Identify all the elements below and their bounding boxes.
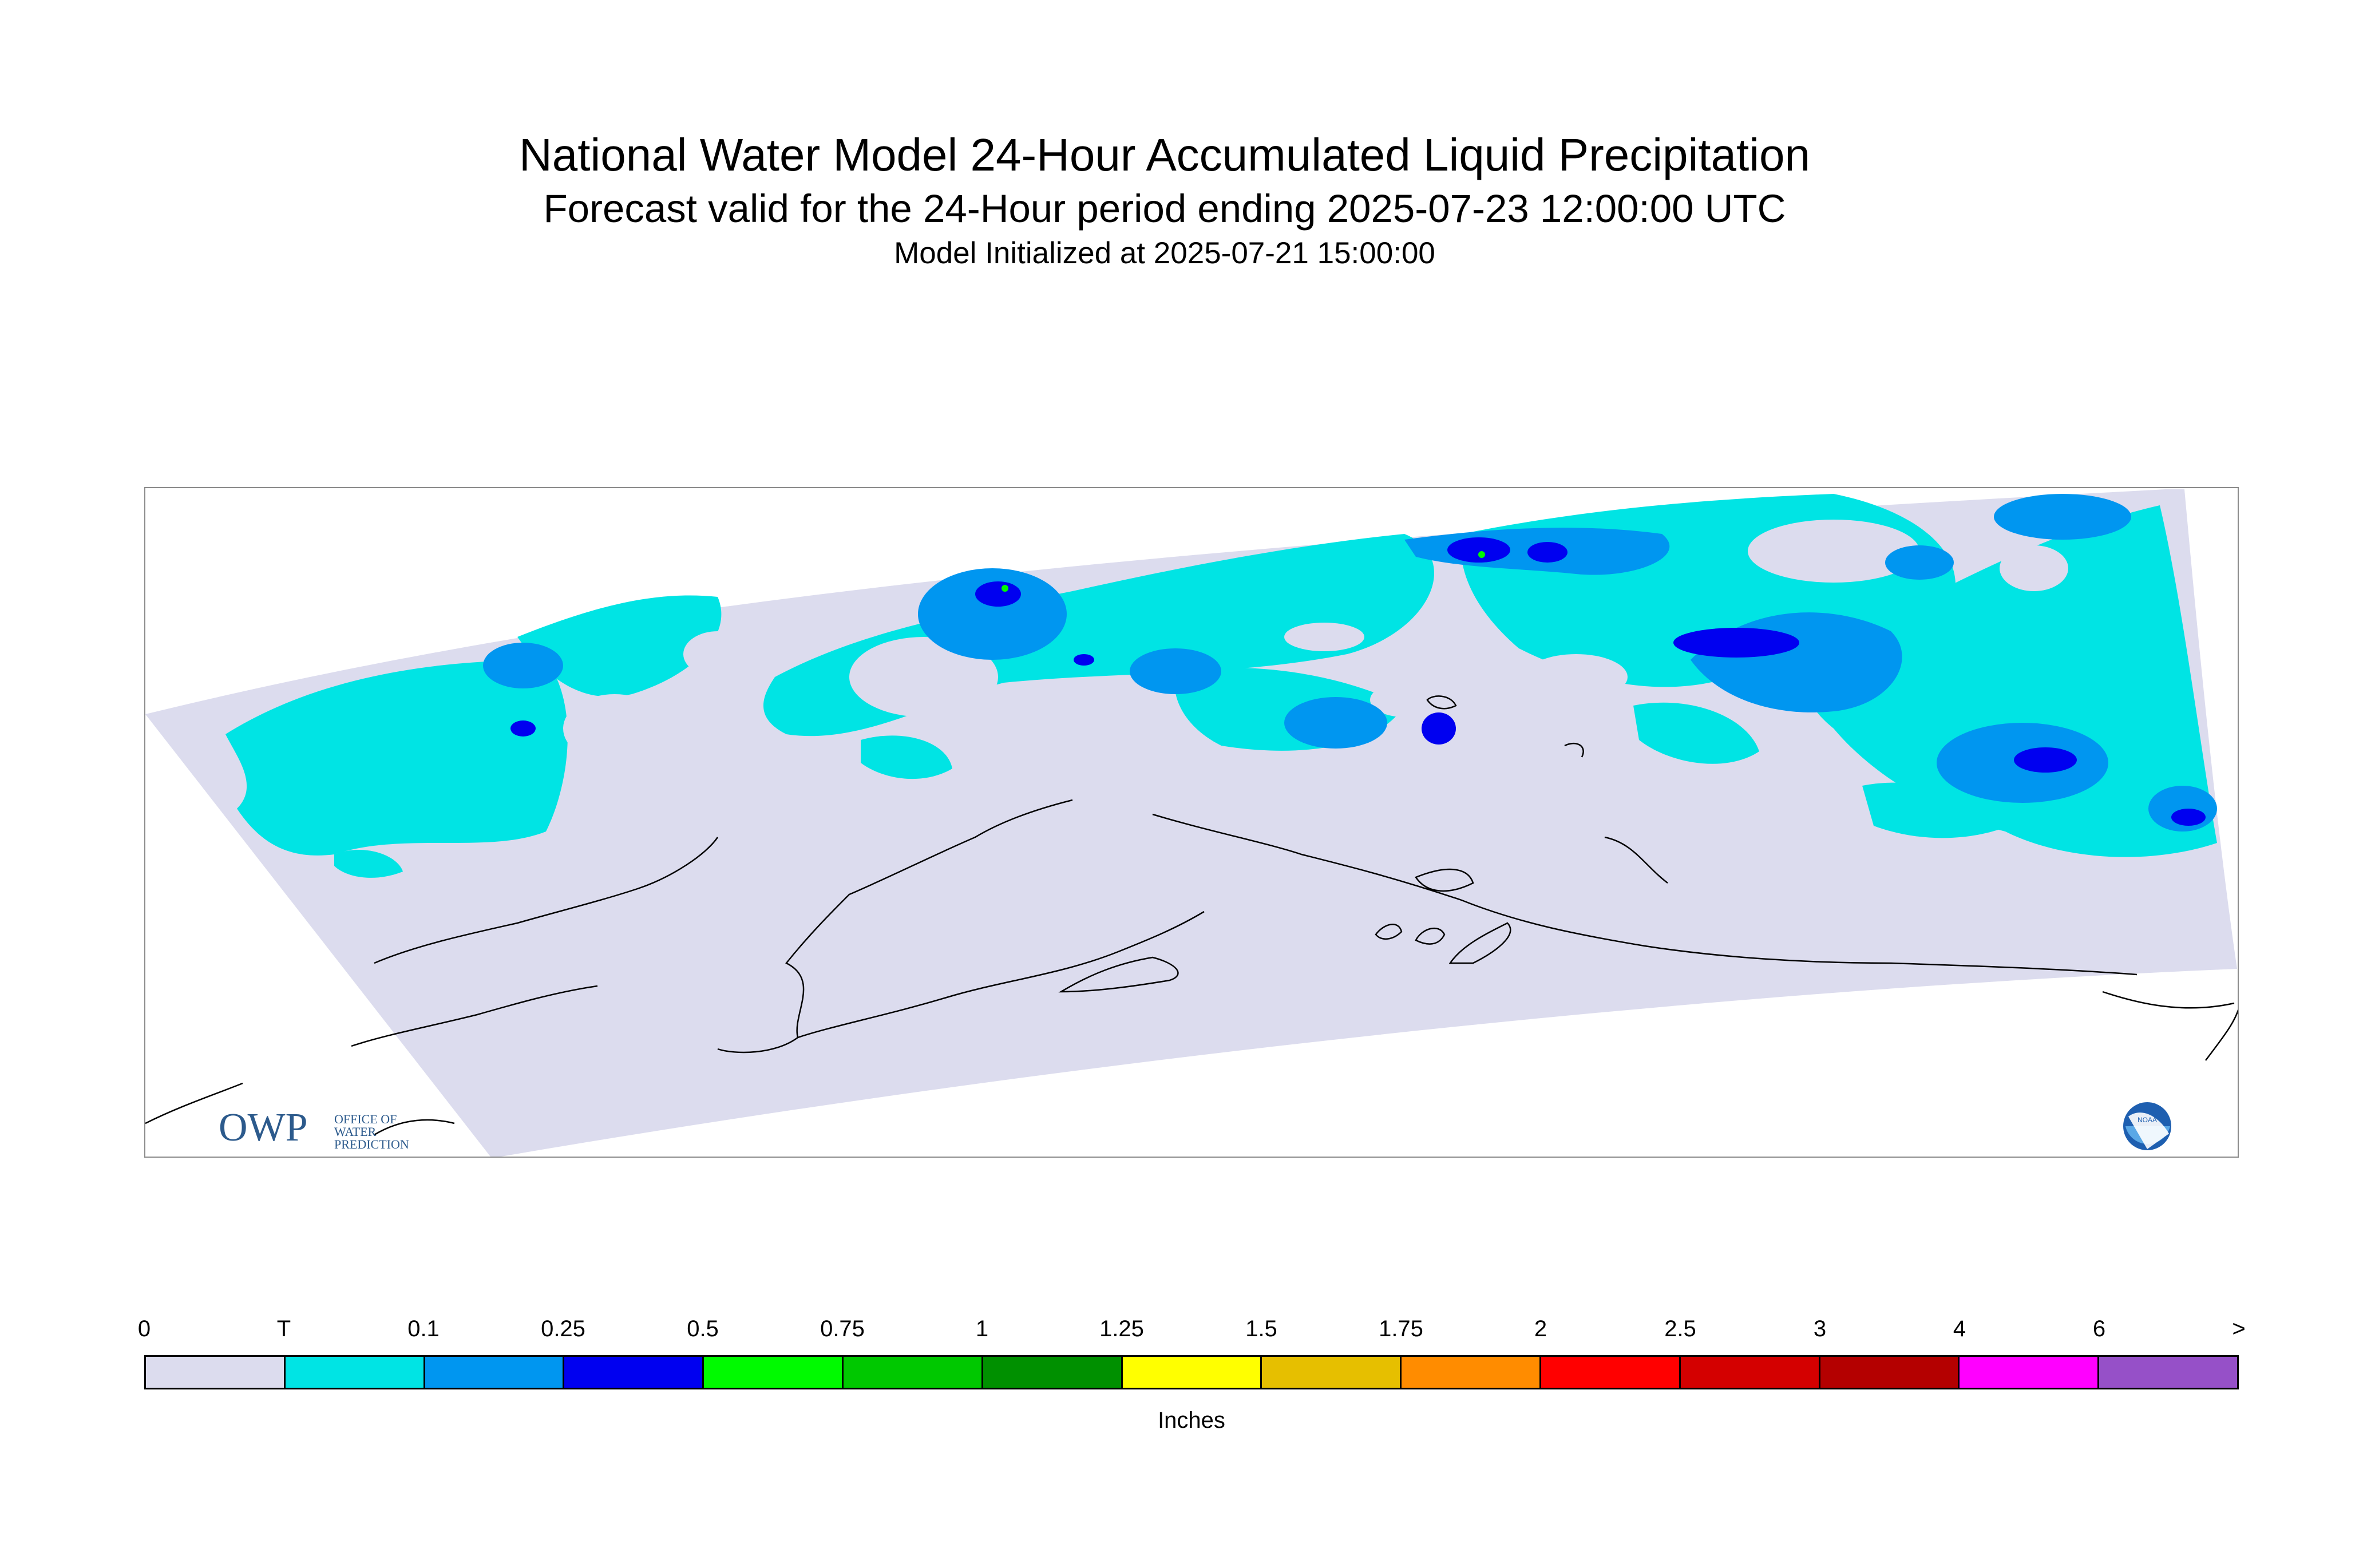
- colorbar-tick-label: 0.5: [687, 1316, 719, 1341]
- colorbar-swatch: [1680, 1357, 1820, 1388]
- colorbar-swatch: [1820, 1357, 1960, 1388]
- colorbar-tick-label: 2.5: [1664, 1316, 1696, 1341]
- noaa-logo: NOAA: [2123, 1102, 2171, 1150]
- colorbar-tick-label: 4: [1953, 1316, 1966, 1341]
- colorbar-swatch: [1122, 1357, 1262, 1388]
- colorbar-tick-label: 0.75: [820, 1316, 865, 1341]
- owp-logo: OWP OFFICE OF WATER PREDICTION: [219, 1106, 409, 1151]
- moderate-precip-cores: [510, 537, 2206, 826]
- colorbar-tick-label: 3: [1813, 1316, 1827, 1341]
- colorbar-swatch: [843, 1357, 983, 1388]
- colorbar: [144, 1355, 2239, 1389]
- owp-line-2: WATER: [334, 1124, 377, 1139]
- colorbar-swatch: [285, 1357, 425, 1388]
- map-title: National Water Model 24-Hour Accumulated…: [519, 129, 1810, 180]
- colorbar-unit-label: Inches: [1158, 1408, 1225, 1433]
- precipitation-map: OWP OFFICE OF WATER PREDICTION NOAA: [145, 489, 2238, 1157]
- colorbar-tick-label: 2: [1534, 1316, 1547, 1341]
- colorbar-tick-label: 1.25: [1099, 1316, 1144, 1341]
- colorbar-tick-label: >: [2232, 1316, 2246, 1341]
- model-init-line: Model Initialized at 2025-07-21 15:00:00: [894, 236, 1435, 270]
- colorbar-swatch: [564, 1357, 704, 1388]
- owp-line-3: PREDICTION: [334, 1137, 409, 1151]
- colorbar-tick-label: 0.25: [541, 1316, 585, 1341]
- colorbar-swatch: [1960, 1357, 2100, 1388]
- colorbar-swatch: [425, 1357, 565, 1388]
- noaa-wordmark: NOAA: [2138, 1116, 2157, 1124]
- colorbar-swatch: [704, 1357, 844, 1388]
- colorbar-swatch: [1402, 1357, 1541, 1388]
- zero-precip-gaps: [563, 520, 2068, 763]
- colorbar-tick-label: 0.1: [407, 1316, 440, 1341]
- colorbar-tick-label: 1: [975, 1316, 989, 1341]
- owp-wordmark: OWP: [219, 1106, 308, 1150]
- colorbar-tick-label: 1.5: [1245, 1316, 1277, 1341]
- map-panel: OWP OFFICE OF WATER PREDICTION NOAA: [144, 487, 2239, 1158]
- colorbar-swatch: [2099, 1357, 2237, 1388]
- colorbar-swatch: [1541, 1357, 1681, 1388]
- colorbar-swatch: [1262, 1357, 1402, 1388]
- colorbar-swatch: [146, 1357, 286, 1388]
- map-subtitle: Forecast valid for the 24-Hour period en…: [543, 187, 1786, 231]
- colorbar-swatch: [983, 1357, 1123, 1388]
- colorbar-tick-label: T: [276, 1316, 291, 1341]
- heavy-precip-spots: [1002, 551, 1485, 592]
- colorbar-tick-label: 0: [137, 1316, 151, 1341]
- colorbar-tick-label: 6: [2092, 1316, 2106, 1341]
- coastlines: [145, 695, 2238, 1136]
- owp-line-1: OFFICE OF: [334, 1112, 397, 1126]
- colorbar-tick-label: 1.75: [1379, 1316, 1423, 1341]
